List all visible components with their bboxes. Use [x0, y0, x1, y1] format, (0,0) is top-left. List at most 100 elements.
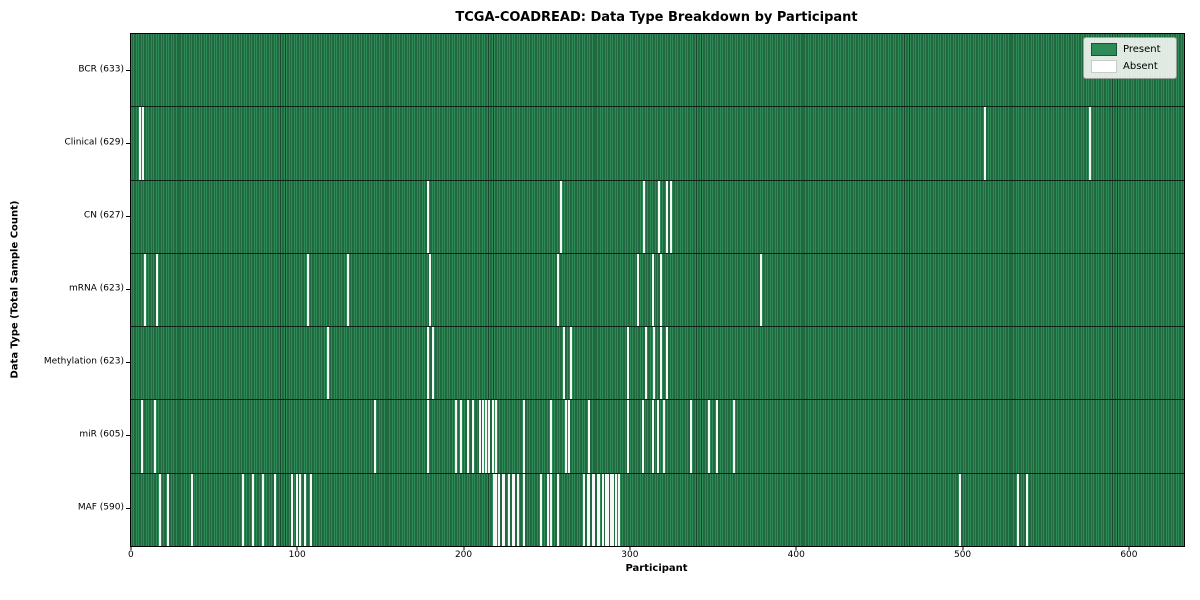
absent-line [513, 473, 516, 546]
row-mir [131, 400, 1184, 474]
absent-line [546, 473, 549, 546]
absent-line [310, 473, 313, 546]
absent-line [523, 400, 526, 473]
y-tick-mark [126, 508, 130, 510]
absent-line [658, 180, 661, 253]
absent-line [478, 400, 481, 473]
absent-line [636, 253, 639, 327]
absent-line [569, 327, 572, 400]
legend-label: Present [1123, 43, 1161, 55]
absent-line [503, 473, 506, 546]
absent-line [495, 473, 498, 546]
absent-line [666, 180, 669, 253]
absent-line [708, 400, 711, 473]
y-tick-mark [126, 435, 130, 437]
absent-line [733, 400, 736, 473]
absent-line [491, 400, 494, 473]
absent-line [426, 327, 429, 400]
absent-line [431, 327, 434, 400]
row-clinical [131, 107, 1184, 181]
plot-area [130, 33, 1185, 547]
absent-line [604, 473, 607, 546]
absent-line [588, 400, 591, 473]
x-tick-mark [795, 546, 797, 550]
chart-title: TCGA-COADREAD: Data Type Breakdown by Pa… [455, 10, 858, 25]
y-tick-mark [126, 142, 130, 144]
absent-line [290, 473, 293, 546]
x-tick-mark [296, 546, 298, 550]
y-tick-label: Clinical (629) [64, 137, 124, 148]
x-tick-mark [962, 546, 964, 550]
absent-line [568, 400, 571, 473]
y-tick-label: BCR (633) [78, 64, 124, 75]
absent-line [155, 253, 158, 327]
absent-line [303, 473, 306, 546]
absent-line [190, 473, 193, 546]
absent-line [598, 473, 601, 546]
absent-line [651, 253, 654, 327]
x-tick-label: 100 [288, 550, 306, 560]
y-tick-label: Methylation (623) [43, 356, 124, 367]
absent-line [1025, 473, 1028, 546]
absent-line [307, 253, 310, 327]
absent-line [347, 253, 350, 327]
absent-line [984, 107, 987, 180]
x-tick-label: 400 [787, 550, 805, 560]
absent-line [471, 400, 474, 473]
absent-line [656, 400, 659, 473]
absent-line [666, 327, 669, 400]
absent-line [242, 473, 245, 546]
absent-swatch-icon [1091, 60, 1117, 73]
absent-line [591, 473, 594, 546]
row-methylation [131, 327, 1184, 401]
absent-line [167, 473, 170, 546]
absent-line [651, 400, 654, 473]
absent-line [252, 473, 255, 546]
absent-line [485, 400, 488, 473]
absent-line [641, 400, 644, 473]
absent-line [618, 473, 621, 546]
absent-line [493, 473, 496, 546]
absent-line [596, 473, 599, 546]
absent-line [426, 180, 429, 253]
legend-item-absent: Absent [1091, 60, 1169, 73]
y-tick-label: mRNA (623) [69, 283, 124, 294]
y-tick-mark [126, 289, 130, 290]
absent-line [626, 327, 629, 400]
absent-line [614, 473, 617, 546]
legend: Present Absent [1083, 37, 1177, 79]
absent-line [626, 400, 629, 473]
absent-line [498, 473, 501, 546]
absent-line [373, 400, 376, 473]
absent-line [601, 473, 604, 546]
absent-line [455, 400, 458, 473]
absent-line [481, 400, 484, 473]
absent-line [466, 400, 469, 473]
absent-line [606, 473, 609, 546]
y-tick-mark [126, 215, 130, 217]
absent-line [295, 473, 298, 546]
legend-item-present: Present [1091, 43, 1169, 56]
absent-line [653, 327, 656, 400]
x-tick-mark [629, 546, 631, 550]
absent-line [139, 107, 142, 180]
absent-line [560, 180, 563, 253]
y-tick-label: miR (605) [79, 429, 124, 440]
x-axis-title: Participant [625, 563, 688, 574]
absent-line [556, 473, 559, 546]
absent-line [959, 473, 962, 546]
x-tick-label: 200 [454, 550, 473, 560]
row-maf [131, 473, 1184, 546]
absent-line [565, 400, 567, 473]
absent-line [609, 473, 612, 546]
absent-line [523, 473, 526, 546]
absent-line [1089, 107, 1091, 180]
absent-line [426, 400, 429, 473]
present-swatch-icon [1091, 43, 1117, 56]
y-axis-labels: BCR (633) Clinical (629) CN (627) mRNA (623… [0, 33, 124, 545]
absent-line [550, 473, 553, 546]
x-tick-label: 500 [953, 550, 972, 560]
absent-line [550, 400, 553, 473]
absent-line [540, 473, 543, 546]
